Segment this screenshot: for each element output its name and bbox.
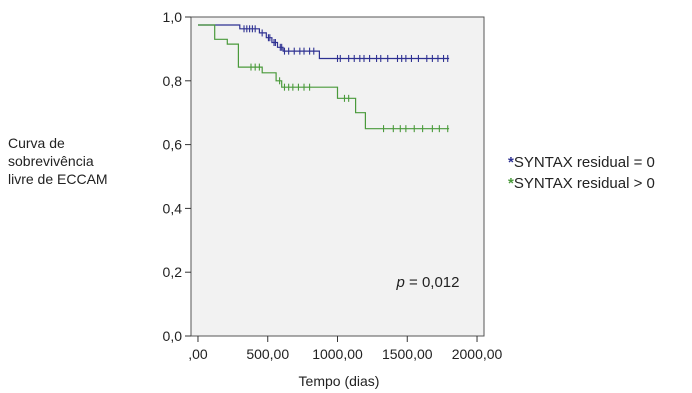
y-tick-label: 0,6 <box>163 137 183 153</box>
x-tick-label: 1000,00 <box>312 346 363 362</box>
legend-marker: * <box>508 154 514 171</box>
x-tick-label: 2000,00 <box>452 346 503 362</box>
y-tick-label: 0,2 <box>163 264 183 280</box>
legend: *SYNTAX residual = 0 *SYNTAX residual > … <box>508 152 655 194</box>
y-axis-title-line: livre de ECCAM <box>8 171 108 187</box>
y-axis-title-line: sobrevivência <box>8 153 94 169</box>
x-tick-label: ,00 <box>188 346 208 362</box>
y-axis: 0,0 0,2 0,4 0,6 0,8 1,0 <box>163 9 191 344</box>
series-residual-gt0-line <box>198 24 450 130</box>
legend-item: *SYNTAX residual = 0 <box>508 152 655 173</box>
y-axis-title-line: Curva de <box>8 135 65 151</box>
legend-item: *SYNTAX residual > 0 <box>508 173 655 194</box>
y-axis-title: Curva de sobrevivência livre de ECCAM <box>8 134 108 188</box>
x-tick-label: 1500,00 <box>382 346 433 362</box>
legend-marker: * <box>508 175 514 192</box>
y-tick-label: 0,8 <box>163 73 183 89</box>
x-axis-title: Tempo (dias) <box>299 373 380 389</box>
plot-area <box>190 16 485 337</box>
legend-label: SYNTAX residual > 0 <box>513 175 655 192</box>
y-tick-label: 0,0 <box>163 328 183 344</box>
y-tick-label: 1,0 <box>163 9 183 25</box>
x-tick-label: 500,00 <box>246 346 289 362</box>
survival-curves <box>198 24 450 133</box>
p-value-annotation: p = 0,012 <box>396 274 460 291</box>
x-axis: ,00 500,00 1000,00 1500,00 2000,00 <box>188 336 503 362</box>
legend-label: SYNTAX residual = 0 <box>513 154 655 171</box>
y-tick-label: 0,4 <box>163 200 183 216</box>
